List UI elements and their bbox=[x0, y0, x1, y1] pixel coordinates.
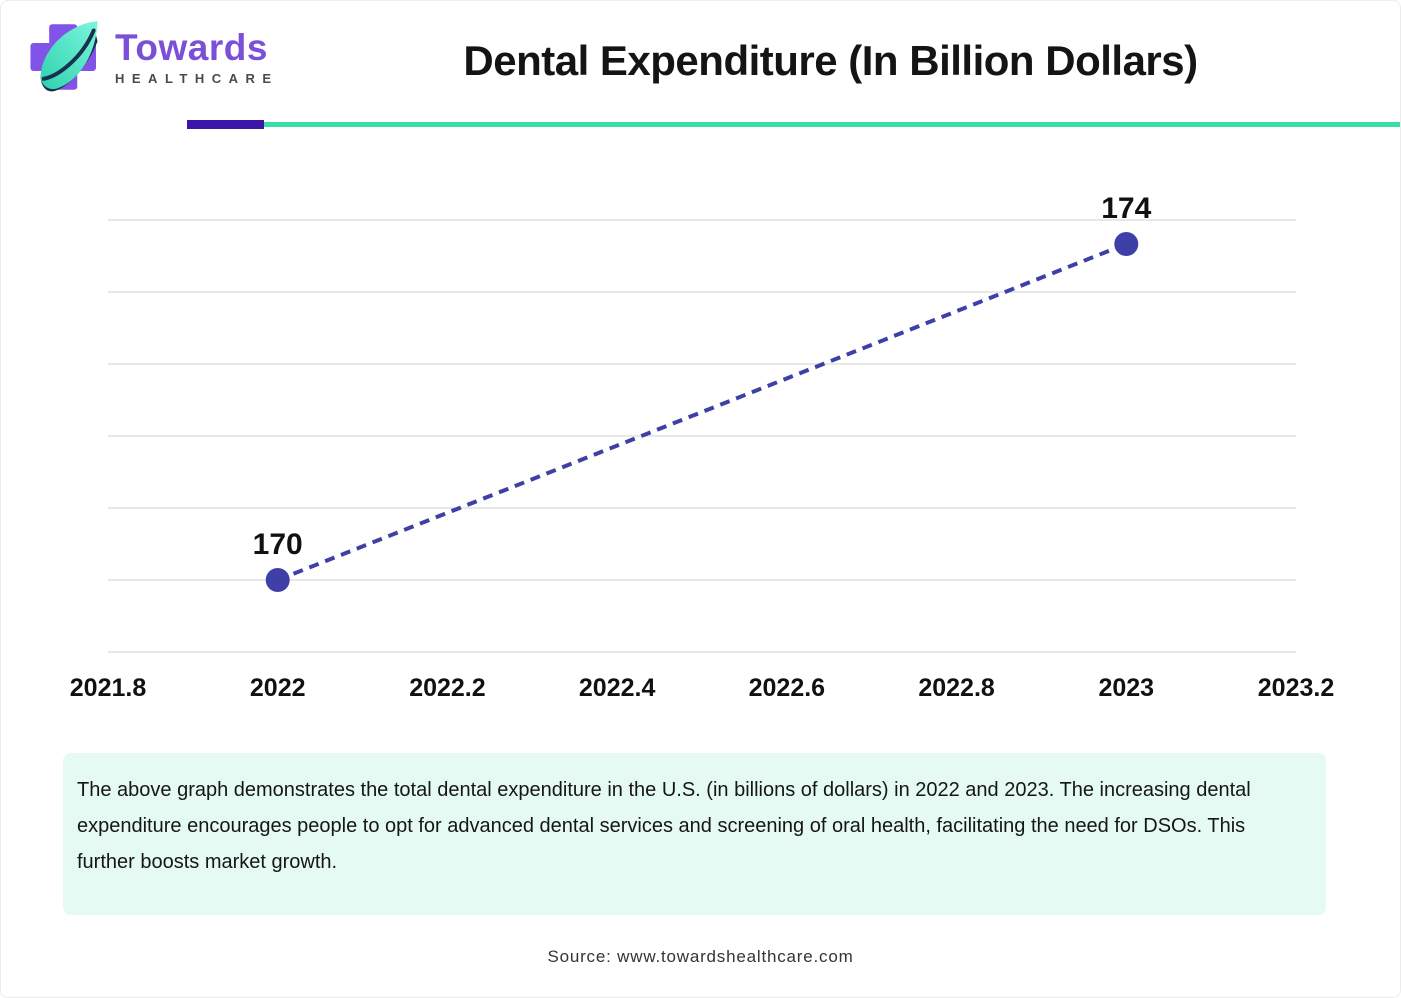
divider-teal-line bbox=[264, 122, 1400, 127]
data-point-marker bbox=[265, 568, 290, 592]
brand-subtitle: HEALTHCARE bbox=[115, 71, 279, 86]
description-box: The above graph demonstrates the total d… bbox=[63, 753, 1326, 915]
x-axis-tick-label: 2023.2 bbox=[1258, 674, 1334, 702]
brand-name: Towards bbox=[115, 27, 268, 68]
x-axis-tick-label: 2022.6 bbox=[749, 674, 825, 702]
x-axis-tick-label: 2023 bbox=[1098, 674, 1154, 702]
x-axis-tick-label: 2022.4 bbox=[579, 674, 656, 702]
x-axis-tick-label: 2021.8 bbox=[70, 674, 147, 702]
chart-svg: 170 174 2021.8 2022 2022.2 2022.4 2022.6 2022.8… bbox=[70, 192, 1334, 702]
logo: Towards HEALTHCARE bbox=[25, 19, 271, 95]
description-text: The above graph demonstrates the total d… bbox=[77, 779, 1251, 873]
header: Towards HEALTHCARE Dental Expenditure (I… bbox=[1, 1, 1400, 111]
x-axis-tick-label: 2022.8 bbox=[918, 674, 995, 702]
data-point-label: 170 bbox=[253, 528, 303, 561]
logo-text: Towards HEALTHCARE bbox=[115, 29, 279, 85]
source-attribution: Source: www.towardshealthcare.com bbox=[547, 947, 854, 966]
divider-purple-segment bbox=[187, 120, 264, 129]
page-title: Dental Expenditure (In Billion Dollars) bbox=[463, 37, 1198, 84]
x-axis-tick-label: 2022.2 bbox=[409, 674, 485, 702]
series-line bbox=[276, 242, 1128, 582]
x-axis-tick-label: 2022 bbox=[250, 674, 306, 702]
data-point-label: 174 bbox=[1101, 192, 1151, 225]
data-point-marker bbox=[1114, 232, 1139, 256]
towards-healthcare-logo-icon bbox=[30, 21, 98, 92]
